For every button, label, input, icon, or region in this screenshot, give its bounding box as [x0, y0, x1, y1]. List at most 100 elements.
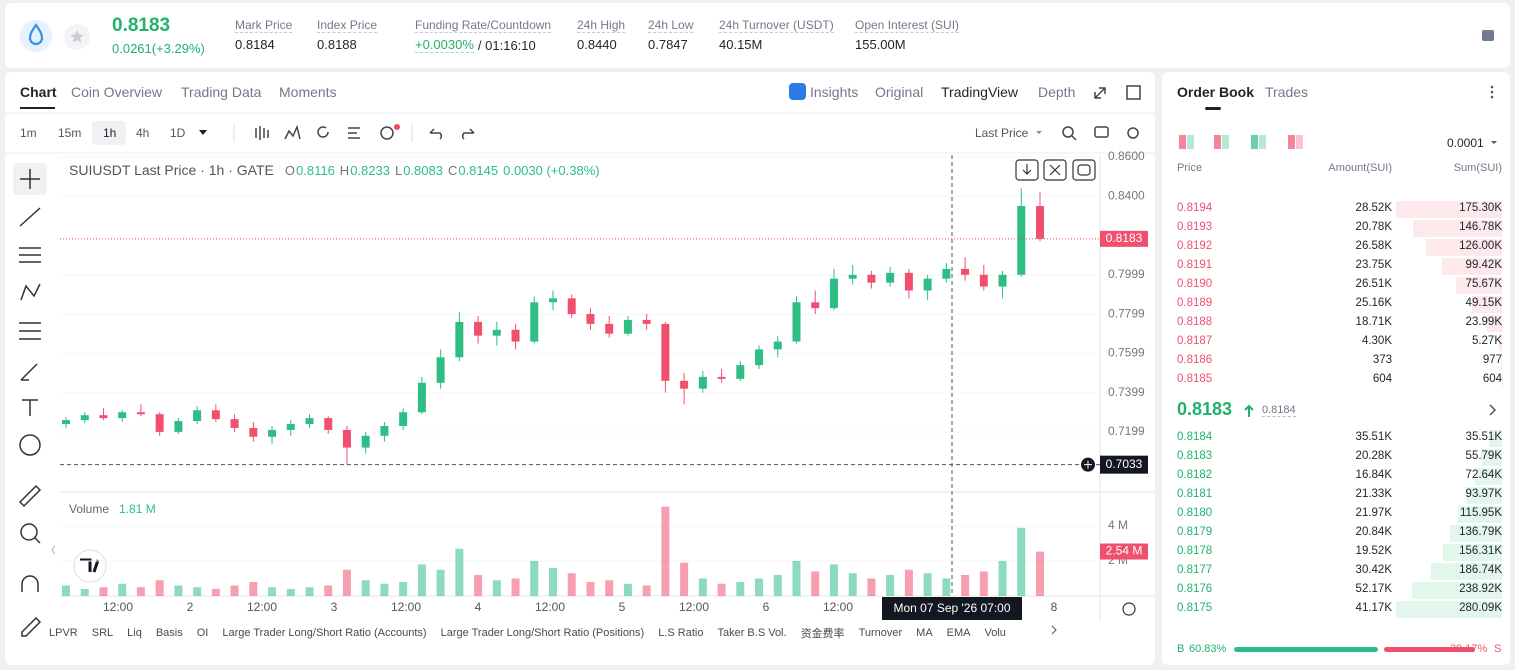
toolbar-icons[interactable]	[255, 124, 1139, 141]
ob-amount: 25.16K	[1355, 297, 1392, 309]
indicator[interactable]: Liq	[127, 627, 142, 639]
candle-body	[661, 323, 670, 381]
candle-body	[361, 435, 370, 448]
volume-bar	[979, 571, 988, 596]
volume-bar	[642, 585, 651, 596]
volume-title: Volume	[69, 502, 110, 516]
indicator-bar: LPVR SRL Liq Basis OI Large Trader Long/Short…	[49, 625, 1006, 641]
interval[interactable]: 1h	[103, 126, 117, 140]
candle-body	[268, 429, 277, 437]
indicator[interactable]: SRL	[91, 627, 114, 639]
ob-view-icon	[1251, 135, 1258, 149]
ob-tab[interactable]: Trades	[1265, 84, 1309, 100]
ob-precision[interactable]: 0.0001	[1447, 136, 1484, 150]
depth-bar	[1501, 353, 1502, 370]
ob-sum: 186.74K	[1459, 564, 1502, 576]
candle-body	[904, 272, 913, 291]
indicator[interactable]: LPVR	[49, 627, 78, 639]
coin-logo	[20, 20, 52, 52]
stat-label: Mark Price	[235, 18, 293, 33]
ob-price: 0.8180	[1177, 507, 1213, 519]
indicator[interactable]: OI	[196, 627, 209, 639]
star-icon	[70, 30, 84, 43]
scroll-left	[51, 545, 56, 555]
stat-value: 0.8188	[317, 37, 357, 52]
x-tick-label: 3	[331, 600, 338, 614]
dropdown-caret	[199, 130, 207, 135]
stat-value: 0.8440	[577, 37, 617, 52]
chart-overlay-buttons[interactable]	[1015, 159, 1136, 616]
indicator[interactable]: 资金费率	[800, 628, 845, 640]
x-tick-label: 6	[763, 600, 770, 614]
ob-tab[interactable]: Order Book	[1177, 84, 1255, 100]
stat-value: 0.8184	[235, 37, 275, 52]
depth-bar	[1474, 468, 1502, 485]
tab[interactable]: Chart	[20, 84, 57, 100]
price-source[interactable]: Last Price	[975, 126, 1029, 140]
indicator[interactable]: Basis	[155, 627, 183, 639]
ob-price: 0.8184	[1177, 431, 1213, 443]
ob-view-icon	[1179, 135, 1186, 149]
stat-number: 0.8184	[235, 37, 275, 52]
volume-bar	[605, 580, 614, 596]
interval[interactable]: 1D	[170, 126, 186, 140]
ob-amount: 21.33K	[1355, 488, 1392, 500]
tab[interactable]: Coin Overview	[71, 84, 163, 100]
indicator[interactable]: L.S Ratio	[658, 627, 704, 639]
ob-sum: 93.97K	[1465, 488, 1502, 500]
interval[interactable]: 1m	[20, 126, 37, 140]
candle-body	[342, 429, 351, 448]
indicator[interactable]: Large Trader Long/Short Ratio (Accounts)	[222, 627, 427, 639]
stat-number: 0.8440	[577, 37, 617, 52]
menu-icon[interactable]	[1482, 30, 1494, 41]
interval-active	[92, 121, 126, 145]
x-tick-label: 12:00	[247, 600, 277, 614]
tab[interactable]: Moments	[279, 84, 337, 100]
ob-header: Amount(SUI)	[1328, 162, 1392, 174]
tab[interactable]: Trading Data	[181, 84, 262, 100]
stat-label: Index Price	[317, 18, 378, 33]
depth-bar	[1498, 334, 1502, 351]
volume-bar	[717, 583, 726, 596]
volume-bar	[136, 587, 145, 596]
interval[interactable]: 15m	[58, 126, 82, 140]
view-tab[interactable]: Insights	[810, 84, 859, 100]
indicator[interactable]: Turnover	[858, 627, 903, 639]
x-tick-label: 12:00	[103, 600, 133, 614]
volume-bar	[286, 588, 295, 596]
drawing-tools[interactable]	[18, 169, 42, 637]
indicator[interactable]: EMA	[946, 627, 971, 639]
stat-value: +0.0030%/ 01:16:10	[415, 37, 536, 53]
volume-bar	[118, 583, 127, 596]
price-change: 0.0261(+3.29%)	[112, 41, 205, 56]
candle-body	[886, 272, 895, 283]
volume-bar	[623, 583, 632, 596]
candle-body	[848, 274, 857, 279]
ob-amount: 20.84K	[1355, 526, 1392, 538]
volume-last-tag	[1100, 543, 1148, 560]
indicator[interactable]: Volu	[984, 627, 1006, 639]
view-tab[interactable]: Depth	[1038, 84, 1076, 100]
ob-price: 0.8191	[1177, 259, 1213, 271]
interval[interactable]: 4h	[136, 126, 150, 140]
candle-body	[549, 298, 557, 303]
crosshair-price: 0.7033	[1106, 457, 1143, 471]
ob-price: 0.8190	[1177, 278, 1213, 290]
ohlc-value: 0.8145	[458, 162, 499, 178]
volume-bar	[399, 581, 408, 596]
volume-bar	[811, 571, 820, 596]
volume-bar	[193, 587, 202, 596]
tab-underline	[20, 107, 55, 109]
indicator[interactable]: MA	[916, 627, 933, 639]
volume-bar	[474, 574, 483, 596]
indicator[interactable]: Large Trader Long/Short Ratio (Positions…	[440, 627, 645, 639]
view-tab[interactable]: TradingView	[941, 84, 1019, 100]
ob-sum: 126.00K	[1459, 240, 1502, 252]
sell-ratio: 39.17%	[1450, 643, 1488, 655]
view-tab[interactable]: Original	[875, 84, 924, 100]
window-icon[interactable]	[1126, 85, 1141, 100]
crosshair-price-tag	[1100, 455, 1148, 474]
indicator[interactable]: Taker B.S Vol.	[717, 627, 787, 639]
expand-icon[interactable]	[1094, 87, 1106, 99]
